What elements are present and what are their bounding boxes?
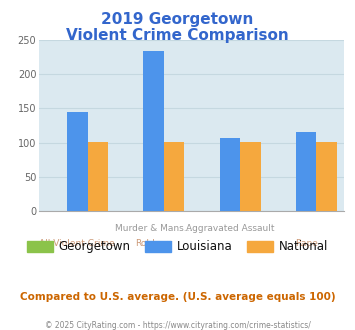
Bar xyxy=(240,142,261,211)
Bar xyxy=(88,142,108,211)
Text: Rape: Rape xyxy=(295,239,318,248)
Bar xyxy=(219,138,240,211)
Text: 2019 Georgetown: 2019 Georgetown xyxy=(101,12,254,26)
Bar xyxy=(164,142,185,211)
Text: Compared to U.S. average. (U.S. average equals 100): Compared to U.S. average. (U.S. average … xyxy=(20,292,335,302)
Bar xyxy=(317,142,337,211)
Legend: Georgetown, Louisiana, National: Georgetown, Louisiana, National xyxy=(22,236,333,258)
Text: Murder & Mans...: Murder & Mans... xyxy=(115,224,192,233)
Bar xyxy=(296,132,317,211)
Text: Violent Crime Comparison: Violent Crime Comparison xyxy=(66,28,289,43)
Text: Robbery: Robbery xyxy=(135,239,172,248)
Bar xyxy=(67,112,88,211)
Text: All Violent Crime: All Violent Crime xyxy=(39,239,115,248)
Text: Aggravated Assault: Aggravated Assault xyxy=(186,224,274,233)
Text: © 2025 CityRating.com - https://www.cityrating.com/crime-statistics/: © 2025 CityRating.com - https://www.city… xyxy=(45,321,310,330)
Bar xyxy=(143,51,164,211)
